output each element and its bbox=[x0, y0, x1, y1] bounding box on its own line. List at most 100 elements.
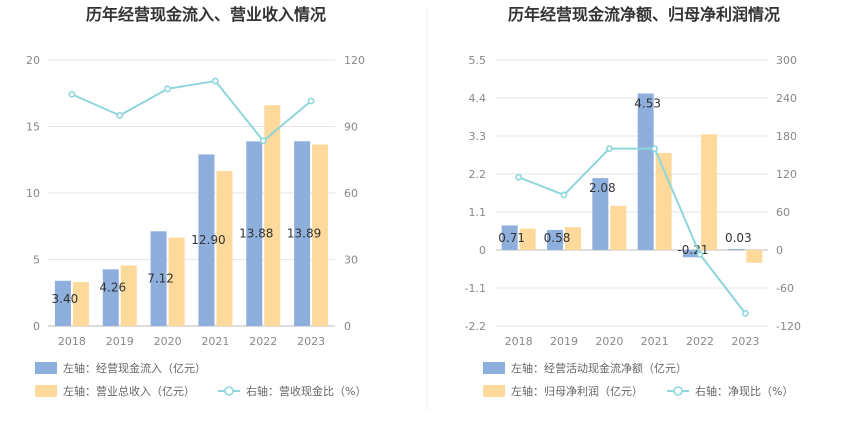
chart2-line-point bbox=[696, 251, 704, 258]
chart2-bar-secondary bbox=[565, 227, 581, 250]
chart2-data-label: 4.53 bbox=[634, 97, 661, 111]
chart2-line-point bbox=[741, 309, 749, 317]
chart1-left-tick: 0 bbox=[33, 320, 40, 333]
chart2-data-label: 2.08 bbox=[589, 181, 616, 195]
chart1-line-point bbox=[164, 85, 171, 93]
chart2-right-tick: 300 bbox=[776, 54, 797, 67]
chart1-line-point bbox=[68, 90, 76, 98]
chart2-bar-primary bbox=[501, 225, 518, 250]
chart2-legend-secondary: 左轴：归母净利润（亿元） bbox=[511, 384, 643, 398]
chart1-bar-primary bbox=[54, 280, 71, 326]
chart2-data-label: 0.71 bbox=[498, 231, 525, 245]
chart2-title: 历年经营现金流净额、归母净利润情况 bbox=[508, 5, 780, 24]
chart1-bar-primary bbox=[246, 141, 263, 326]
chart2-line-point bbox=[605, 145, 613, 153]
chart1-bar-secondary bbox=[264, 105, 281, 326]
chart1-title: 历年经营现金流入、营业收入情况 bbox=[86, 5, 326, 24]
chart2-legend-primary: 左轴：经营活动现金流净额（亿元） bbox=[511, 361, 687, 375]
chart1-bar-secondary bbox=[168, 237, 185, 326]
chart1-line-point bbox=[259, 137, 267, 145]
chart2-legend-line: 右轴：净现比（%） bbox=[695, 384, 793, 398]
chart2-right-tick: 180 bbox=[776, 130, 797, 143]
chart1-legend-primary: 左轴：经营现金流入（亿元） bbox=[63, 361, 206, 375]
chart2-legend-swatch-primary bbox=[483, 362, 505, 374]
chart1-bar-primary bbox=[102, 269, 119, 326]
chart2-x-tick: 2021 bbox=[641, 335, 669, 348]
chart2-bar-secondary bbox=[519, 228, 536, 250]
chart1-line-point bbox=[307, 97, 315, 105]
chart2-left-tick: 3.3 bbox=[469, 130, 487, 143]
chart1-data-label: 12.90 bbox=[191, 233, 225, 247]
chart1-bar-secondary bbox=[312, 144, 329, 326]
chart1-bar-secondary bbox=[216, 171, 233, 326]
chart1-right-tick: 60 bbox=[344, 187, 358, 200]
chart2-right-tick: -120 bbox=[776, 320, 801, 333]
chart1-right-tick: 30 bbox=[344, 254, 358, 267]
chart2-data-label: 0.58 bbox=[544, 231, 571, 245]
chart2-bar-primary bbox=[683, 250, 699, 258]
chart1-left-tick: 10 bbox=[26, 187, 40, 200]
chart2-x-tick: 2023 bbox=[731, 335, 759, 348]
chart2-legend-swatch-secondary bbox=[483, 385, 505, 397]
chart1-legend-line: 右轴：营收现金比（%） bbox=[246, 384, 366, 398]
chart2-line-point bbox=[515, 173, 523, 181]
chart2-left-tick: -1.1 bbox=[465, 282, 486, 295]
chart2-x-tick: 2019 bbox=[550, 335, 578, 348]
chart1-data-label: 13.88 bbox=[239, 227, 273, 241]
chart2-bar-primary bbox=[547, 229, 563, 250]
chart1-data-label: 13.89 bbox=[287, 227, 321, 241]
chart2-bar-primary bbox=[592, 178, 609, 250]
chart2-data-label: -0.21 bbox=[677, 243, 708, 257]
chart1-data-label: 4.26 bbox=[99, 280, 126, 294]
chart2-bar-secondary bbox=[746, 250, 763, 263]
chart2-line-series bbox=[518, 147, 747, 314]
chart1-right-tick: 120 bbox=[344, 54, 365, 67]
chart1-left-tick: 15 bbox=[26, 121, 40, 134]
chart1-x-tick: 2020 bbox=[154, 335, 182, 348]
chart1-bar-secondary bbox=[72, 282, 89, 326]
chart1-bar-primary bbox=[150, 231, 167, 326]
chart1-left-tick: 5 bbox=[33, 254, 40, 267]
chart1-legend-swatch-primary bbox=[35, 362, 57, 374]
chart1-bar-primary bbox=[294, 141, 311, 326]
chart2-left-tick: 4.4 bbox=[469, 92, 487, 105]
chart2-bar-secondary bbox=[610, 205, 627, 250]
chart1-data-label: 7.12 bbox=[147, 272, 174, 286]
chart2-left-tick: 0 bbox=[479, 244, 486, 257]
chart2-left-tick: 2.2 bbox=[469, 168, 487, 181]
chart2-data-label: 0.03 bbox=[725, 231, 752, 245]
chart2-bar-primary bbox=[637, 93, 654, 250]
chart2-bar-secondary bbox=[701, 134, 717, 250]
chart1-line-point bbox=[116, 112, 124, 119]
chart1-right-tick: 90 bbox=[344, 121, 358, 134]
chart2-left-tick: 5.5 bbox=[469, 54, 487, 67]
chart2-line-point bbox=[651, 145, 659, 153]
chart1-x-tick: 2021 bbox=[201, 335, 229, 348]
chart2-right-tick: 240 bbox=[776, 92, 797, 105]
chart2-x-tick: 2018 bbox=[505, 335, 533, 348]
chart1-line-series bbox=[71, 79, 312, 143]
chart2-line-point bbox=[560, 191, 568, 199]
chart2-right-tick: -60 bbox=[776, 282, 794, 295]
chart1-x-tick: 2023 bbox=[297, 335, 325, 348]
chart1-x-tick: 2018 bbox=[58, 335, 86, 348]
chart1-x-tick: 2019 bbox=[106, 335, 134, 348]
chart1-right-tick: 0 bbox=[344, 320, 351, 333]
chart1-legend-swatch-line-marker bbox=[224, 386, 234, 396]
chart1-bar-secondary bbox=[120, 265, 137, 326]
chart1-x-tick: 2022 bbox=[249, 335, 277, 348]
chart1-left-tick: 20 bbox=[26, 54, 40, 67]
chart2-x-tick: 2022 bbox=[686, 335, 714, 348]
chart2-left-tick: -2.2 bbox=[465, 320, 486, 333]
chart1-legend-secondary: 左轴：营业总收入（亿元） bbox=[63, 384, 195, 398]
chart2-left-tick: 1.1 bbox=[469, 206, 487, 219]
chart2-legend-swatch-line-marker bbox=[673, 386, 683, 396]
chart2-right-tick: 0 bbox=[776, 244, 783, 257]
chart2-bar-primary bbox=[728, 248, 745, 250]
chart1-legend-swatch-secondary bbox=[35, 385, 57, 397]
chart1-line-point bbox=[212, 77, 219, 85]
chart2-right-tick: 60 bbox=[776, 206, 790, 219]
chart2-right-tick: 120 bbox=[776, 168, 797, 181]
